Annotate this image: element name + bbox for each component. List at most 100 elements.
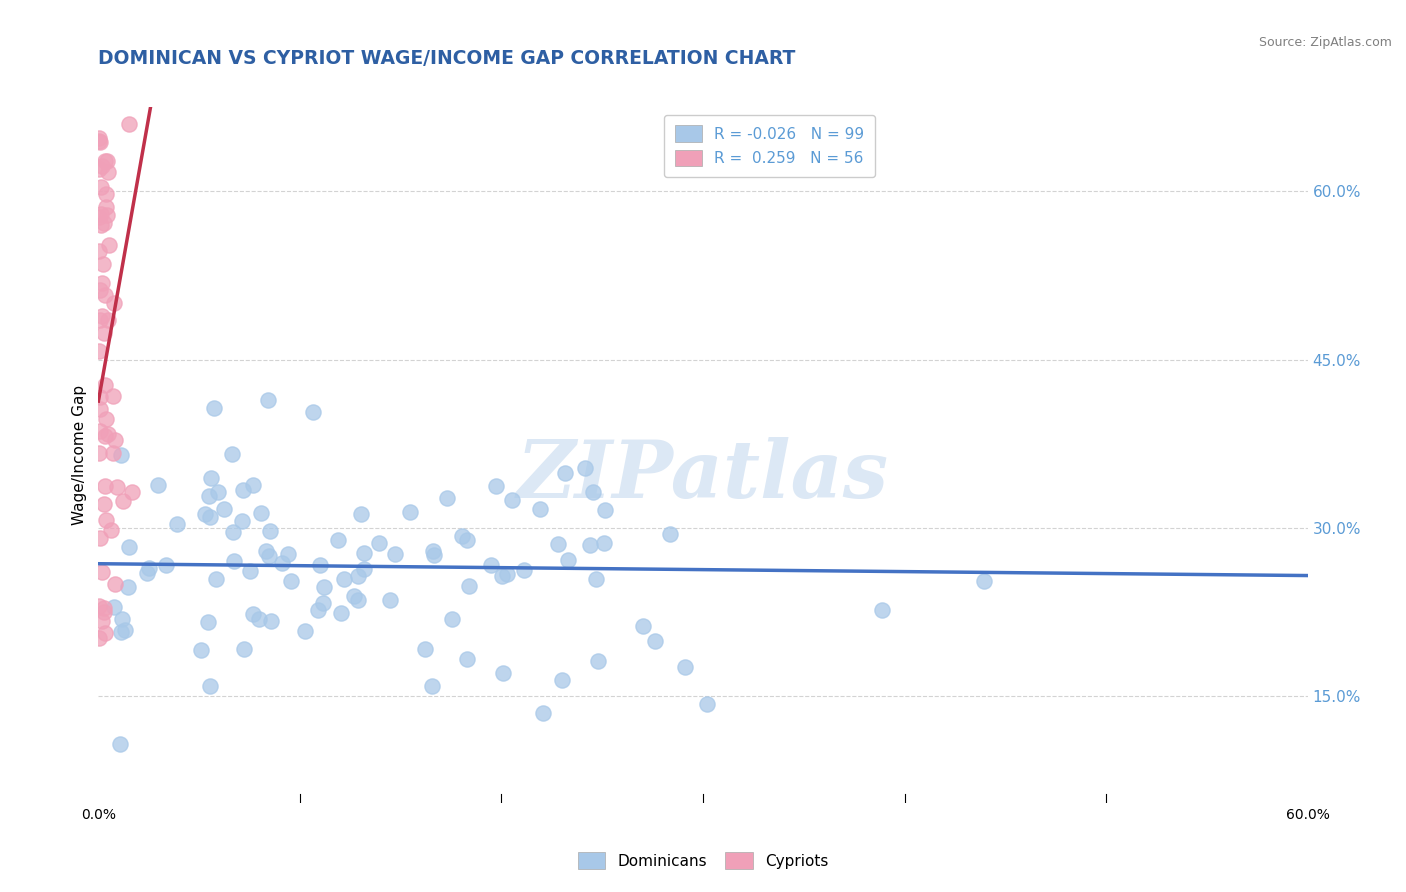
Point	[479, 558, 502, 572]
Point	[94, 153, 117, 168]
Point	[198, 679, 221, 693]
Point	[659, 526, 682, 541]
Point	[222, 554, 245, 568]
Point	[89, 390, 111, 404]
Point	[256, 393, 278, 408]
Point	[105, 480, 128, 494]
Point	[94, 186, 117, 201]
Point	[91, 310, 114, 324]
Point	[103, 296, 125, 310]
Point	[579, 538, 602, 552]
Point	[333, 572, 356, 586]
Point	[207, 484, 229, 499]
Point	[93, 497, 115, 511]
Point	[90, 207, 112, 221]
Point	[242, 607, 264, 621]
Point	[593, 503, 616, 517]
Point	[93, 288, 115, 302]
Point	[233, 642, 256, 657]
Point	[91, 566, 114, 580]
Point	[312, 596, 335, 610]
Legend: Dominicans, Cypriots: Dominicans, Cypriots	[571, 847, 835, 875]
Point	[238, 564, 260, 578]
Point	[212, 502, 235, 516]
Point	[89, 632, 111, 646]
Point	[138, 560, 160, 574]
Point	[97, 312, 120, 326]
Point	[456, 652, 478, 666]
Point	[353, 546, 375, 560]
Point	[294, 624, 316, 638]
Point	[87, 343, 110, 358]
Point	[247, 612, 270, 626]
Point	[87, 445, 110, 459]
Point	[531, 706, 554, 721]
Point	[436, 491, 458, 505]
Point	[574, 461, 596, 475]
Point	[554, 466, 576, 480]
Text: Source: ZipAtlas.com: Source: ZipAtlas.com	[1258, 36, 1392, 49]
Point	[89, 401, 111, 416]
Point	[94, 200, 117, 214]
Point	[202, 401, 225, 416]
Point	[259, 524, 281, 538]
Point	[329, 607, 352, 621]
Point	[513, 563, 536, 577]
Point	[420, 679, 443, 693]
Point	[222, 524, 245, 539]
Point	[114, 623, 136, 637]
Point	[557, 553, 579, 567]
Point	[101, 389, 124, 403]
Point	[103, 600, 125, 615]
Point	[872, 603, 894, 617]
Point	[91, 614, 114, 628]
Point	[118, 540, 141, 554]
Point	[94, 412, 117, 426]
Point	[353, 562, 375, 576]
Point	[384, 547, 406, 561]
Point	[89, 532, 111, 546]
Point	[89, 425, 111, 439]
Point	[501, 493, 523, 508]
Point	[232, 483, 254, 497]
Point	[347, 593, 370, 607]
Point	[97, 238, 120, 252]
Point	[413, 641, 436, 656]
Point	[89, 599, 111, 614]
Point	[93, 326, 115, 340]
Point	[104, 433, 127, 447]
Point	[89, 130, 111, 145]
Point	[441, 612, 464, 626]
Point	[197, 615, 219, 629]
Point	[221, 447, 243, 461]
Point	[302, 405, 325, 419]
Point	[309, 558, 332, 572]
Point	[496, 567, 519, 582]
Point	[270, 557, 292, 571]
Point	[492, 665, 515, 680]
Point	[90, 218, 112, 232]
Point	[87, 162, 110, 177]
Point	[378, 593, 401, 607]
Point	[423, 548, 446, 562]
Point	[200, 510, 222, 524]
Point	[94, 479, 117, 493]
Point	[696, 697, 718, 711]
Point	[231, 514, 253, 528]
Point	[103, 446, 125, 460]
Point	[673, 660, 696, 674]
Point	[342, 589, 364, 603]
Point	[260, 614, 283, 628]
Point	[277, 547, 299, 561]
Point	[110, 625, 132, 640]
Point	[136, 566, 159, 580]
Point	[146, 478, 169, 492]
Point	[104, 577, 127, 591]
Point	[422, 543, 444, 558]
Point	[280, 574, 302, 588]
Point	[450, 529, 472, 543]
Point	[307, 603, 329, 617]
Point	[456, 533, 478, 547]
Point	[155, 558, 177, 572]
Point	[166, 516, 188, 531]
